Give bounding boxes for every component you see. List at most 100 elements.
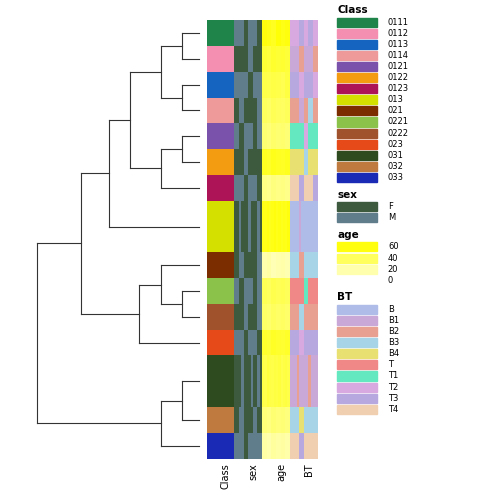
Bar	[253, 72, 258, 98]
Text: 0112: 0112	[388, 29, 409, 38]
Bar	[313, 407, 318, 433]
Bar	[276, 407, 281, 433]
Bar	[271, 253, 276, 278]
Bar	[234, 149, 239, 175]
Bar	[285, 20, 290, 46]
Bar	[276, 201, 278, 253]
Bar	[258, 304, 262, 330]
Bar	[207, 72, 234, 98]
Bar	[269, 201, 271, 253]
Bar	[299, 407, 303, 433]
Text: BT: BT	[337, 292, 352, 302]
Bar	[239, 433, 243, 459]
Bar	[303, 253, 308, 278]
Bar	[285, 433, 290, 459]
Bar	[313, 123, 318, 149]
Bar	[234, 253, 239, 278]
Bar	[243, 278, 248, 304]
Bar	[303, 72, 308, 98]
Bar	[276, 175, 281, 201]
Bar	[337, 162, 377, 171]
Bar	[303, 149, 308, 175]
Text: M: M	[388, 213, 395, 222]
Bar	[243, 175, 248, 201]
Bar	[303, 46, 308, 72]
Bar	[337, 40, 377, 49]
Bar	[285, 330, 290, 355]
Bar	[267, 253, 271, 278]
Text: B: B	[388, 305, 394, 314]
Bar	[281, 72, 285, 98]
Bar	[337, 360, 377, 369]
Bar	[294, 253, 299, 278]
Bar	[271, 149, 276, 175]
Bar	[301, 355, 303, 407]
Bar	[303, 175, 308, 201]
Text: 021: 021	[388, 106, 404, 115]
Bar	[303, 98, 308, 123]
Text: 013: 013	[388, 95, 404, 104]
Bar	[234, 330, 239, 355]
Bar	[243, 201, 246, 253]
Bar	[290, 201, 292, 253]
Bar	[281, 175, 285, 201]
Bar	[248, 253, 253, 278]
Bar	[246, 201, 248, 253]
Bar	[313, 330, 318, 355]
Bar	[258, 355, 260, 407]
Text: age: age	[276, 463, 286, 481]
Bar	[290, 149, 294, 175]
Bar	[337, 394, 377, 403]
Bar	[285, 149, 290, 175]
Bar	[267, 123, 271, 149]
Bar	[243, 123, 248, 149]
Bar	[299, 98, 303, 123]
Bar	[281, 98, 285, 123]
Text: 023: 023	[388, 140, 404, 149]
Bar	[248, 355, 250, 407]
Bar	[258, 123, 262, 149]
Bar	[281, 123, 285, 149]
Bar	[260, 355, 262, 407]
Bar	[258, 72, 262, 98]
Bar	[271, 407, 276, 433]
Bar	[299, 201, 301, 253]
Text: 60: 60	[388, 242, 399, 251]
Bar	[281, 407, 285, 433]
Bar	[285, 407, 290, 433]
Bar	[267, 330, 271, 355]
Bar	[278, 201, 281, 253]
Bar	[248, 201, 250, 253]
Text: 0123: 0123	[388, 84, 409, 93]
Bar	[337, 327, 377, 336]
Bar	[248, 433, 253, 459]
Bar	[297, 201, 299, 253]
Bar	[271, 20, 276, 46]
Bar	[290, 46, 294, 72]
Bar	[207, 98, 234, 123]
Bar	[308, 149, 313, 175]
Bar	[290, 123, 294, 149]
Bar	[253, 123, 258, 149]
Bar	[241, 201, 243, 253]
Bar	[337, 95, 377, 104]
Bar	[258, 149, 262, 175]
Bar	[207, 330, 234, 355]
Bar	[207, 46, 234, 72]
Bar	[315, 355, 318, 407]
Bar	[290, 253, 294, 278]
Bar	[234, 355, 237, 407]
Text: B1: B1	[388, 316, 399, 325]
Bar	[292, 355, 294, 407]
Bar	[292, 201, 294, 253]
Bar	[248, 46, 253, 72]
Bar	[253, 355, 255, 407]
Text: 40: 40	[388, 254, 398, 263]
Bar	[290, 407, 294, 433]
Bar	[299, 175, 303, 201]
Bar	[271, 201, 274, 253]
Bar	[313, 201, 315, 253]
Bar	[310, 201, 313, 253]
Bar	[253, 149, 258, 175]
Bar	[290, 278, 294, 304]
